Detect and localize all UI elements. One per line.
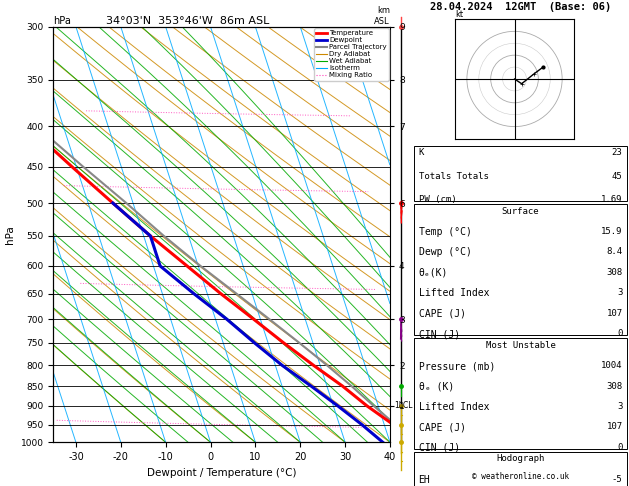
Text: Most Unstable: Most Unstable (486, 341, 555, 350)
Text: CAPE (J): CAPE (J) (418, 309, 465, 319)
Text: 15.9: 15.9 (601, 227, 623, 236)
Text: θₑ (K): θₑ (K) (418, 382, 454, 392)
Text: kt: kt (455, 10, 463, 19)
Text: Hodograph: Hodograph (496, 454, 545, 464)
Text: Lifted Index: Lifted Index (418, 402, 489, 412)
Text: Temp (°C): Temp (°C) (418, 227, 471, 237)
Bar (414, 452, 627, 486)
Title: 34°03'N  353°46'W  86m ASL: 34°03'N 353°46'W 86m ASL (106, 16, 270, 26)
Text: EH: EH (418, 475, 430, 485)
Text: 107: 107 (606, 422, 623, 432)
Text: km
ASL: km ASL (374, 6, 390, 26)
Text: 308: 308 (606, 268, 623, 277)
Text: 3: 3 (617, 288, 623, 297)
Text: 45: 45 (612, 172, 623, 181)
Text: 28.04.2024  12GMT  (Base: 06): 28.04.2024 12GMT (Base: 06) (430, 2, 611, 13)
Text: θₑ(K): θₑ(K) (418, 268, 448, 278)
Text: Dewp (°C): Dewp (°C) (418, 247, 471, 258)
Text: 3: 3 (617, 402, 623, 411)
Text: Surface: Surface (502, 207, 539, 216)
Bar (414, 338, 627, 449)
Legend: Temperature, Dewpoint, Parcel Trajectory, Dry Adiabat, Wet Adiabat, Isotherm, Mi: Temperature, Dewpoint, Parcel Trajectory… (314, 28, 389, 81)
Text: 1LCL: 1LCL (394, 401, 413, 410)
Text: CIN (J): CIN (J) (418, 329, 460, 339)
Text: 0: 0 (617, 443, 623, 452)
Text: 308: 308 (606, 382, 623, 391)
Text: Totals Totals: Totals Totals (418, 172, 488, 181)
Text: 1004: 1004 (601, 361, 623, 370)
Text: PW (cm): PW (cm) (418, 195, 456, 204)
Bar (414, 204, 627, 335)
Bar (414, 146, 627, 201)
Text: 1.69: 1.69 (601, 195, 623, 204)
Text: -5: -5 (612, 475, 623, 484)
Text: 0: 0 (617, 329, 623, 338)
Text: CAPE (J): CAPE (J) (418, 422, 465, 433)
Text: © weatheronline.co.uk: © weatheronline.co.uk (472, 472, 569, 481)
Y-axis label: hPa: hPa (5, 225, 15, 244)
Text: 8.4: 8.4 (606, 247, 623, 257)
Text: CIN (J): CIN (J) (418, 443, 460, 453)
Text: hPa: hPa (53, 16, 71, 26)
Text: 23: 23 (612, 148, 623, 157)
Text: K: K (418, 148, 424, 157)
Text: Lifted Index: Lifted Index (418, 288, 489, 298)
Text: 107: 107 (606, 309, 623, 318)
X-axis label: Dewpoint / Temperature (°C): Dewpoint / Temperature (°C) (147, 468, 296, 478)
Text: Pressure (mb): Pressure (mb) (418, 361, 495, 371)
